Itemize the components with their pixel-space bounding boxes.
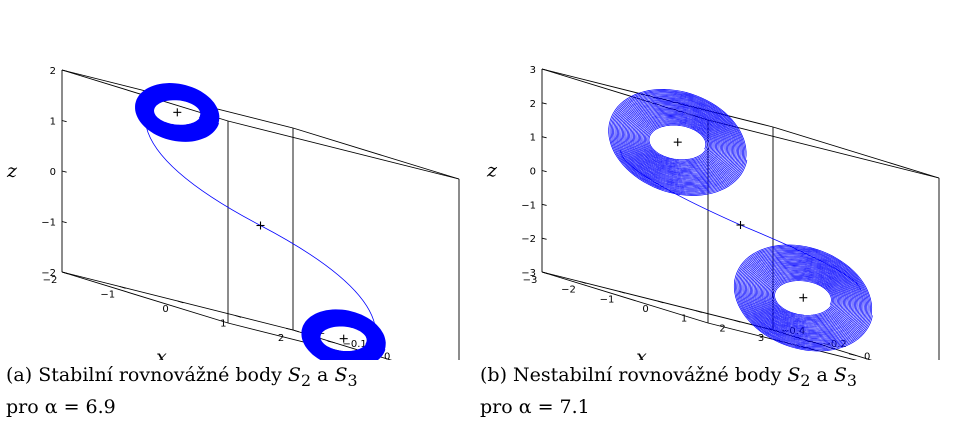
z-axis-label: z <box>486 160 498 182</box>
y-tick <box>848 353 857 356</box>
caption-a-text: (a) Stabilní rovnovážné body <box>6 364 288 386</box>
x-tick <box>119 286 126 289</box>
x-tick <box>235 315 242 318</box>
z-tick-label: 0 <box>50 167 56 178</box>
z-tick-label: 1 <box>530 133 536 144</box>
attractor-wing-2 <box>301 309 386 360</box>
z-tick <box>61 120 67 123</box>
x-tick-label: 1 <box>681 314 687 325</box>
y-tick-label: −0.1 <box>343 339 367 350</box>
equilibrium-marker <box>673 138 682 147</box>
caption-b-s2-sub: 2 <box>800 370 811 390</box>
z-tick-label: 2 <box>530 99 536 110</box>
box-edge <box>541 271 709 324</box>
z-tick <box>541 203 547 206</box>
x-tick <box>734 319 741 323</box>
z-tick-label: −2 <box>521 234 536 245</box>
z-tick <box>61 69 67 72</box>
z-tick <box>541 170 547 173</box>
x-tick <box>618 290 625 294</box>
x-tick-label: 3 <box>758 333 764 344</box>
caption-b-s3-sub: 3 <box>846 370 857 390</box>
z-tick-label: 1 <box>50 117 56 128</box>
caption-a-mid: a <box>311 364 335 386</box>
x-tick <box>580 281 587 284</box>
caption-a-line2: pro α = 6.9 <box>6 395 116 418</box>
z-tick <box>541 136 547 139</box>
box-edge <box>772 126 940 179</box>
equilibrium-marker <box>256 221 265 230</box>
attractor-wing-1 <box>608 89 748 196</box>
y-tick-label: 0 <box>384 352 390 361</box>
equilibrium-marker <box>799 293 808 302</box>
z-tick-label: −2 <box>41 268 56 279</box>
x-tick-label: −2 <box>561 285 576 296</box>
caption-a: (a) Stabilní rovnovážné body S2 a S3 pro… <box>6 362 476 421</box>
box-edge <box>227 120 460 180</box>
x-axis-label: x <box>636 346 647 360</box>
caption-b-s2: S <box>787 364 801 386</box>
attractor-wing-1 <box>135 83 220 142</box>
z-tick-label: −3 <box>521 268 536 279</box>
z-tick-label: 2 <box>50 66 56 77</box>
caption-b-mid: a <box>810 364 834 386</box>
z-tick <box>61 221 67 224</box>
box-edge <box>541 68 774 128</box>
z-tick <box>61 170 67 173</box>
z-tick-label: 0 <box>530 167 536 178</box>
attractor-wing-2 <box>733 244 873 352</box>
x-tick-label: 2 <box>719 323 725 334</box>
equilibrium-marker <box>173 108 182 117</box>
x-tick <box>177 300 184 304</box>
caption-a-s3-sub: 3 <box>347 370 358 390</box>
z-tick <box>541 102 547 105</box>
x-tick-label: −1 <box>100 290 115 301</box>
caption-b: (b) Nestabilní rovnovážné body S2 a S3 p… <box>480 362 950 421</box>
z-axis-label: z <box>6 160 18 182</box>
caption-b-line2: pro α = 7.1 <box>480 395 590 418</box>
y-tick <box>327 340 335 344</box>
caption-b-s3: S <box>833 364 847 386</box>
x-tick <box>657 300 664 304</box>
caption-a-s2: S <box>287 364 301 386</box>
z-tick <box>541 68 547 71</box>
z-tick <box>61 271 67 274</box>
x-tick-label: 2 <box>278 333 284 344</box>
x-axis-label: x <box>156 346 167 360</box>
z-tick <box>541 237 547 240</box>
z-tick-label: 3 <box>530 65 536 76</box>
x-tick-label: 0 <box>642 304 648 315</box>
x-tick <box>292 329 299 333</box>
x-tick-label: 0 <box>162 304 168 315</box>
equilibrium-marker <box>339 334 348 343</box>
caption-b-text: (b) Nestabilní rovnovážné body <box>480 364 788 386</box>
x-tick-label: −1 <box>600 294 615 305</box>
box-edge <box>707 322 858 360</box>
x-tick-label: 1 <box>220 319 226 330</box>
caption-a-s2-sub: 2 <box>300 370 312 390</box>
equilibrium-marker <box>736 221 745 229</box>
box-edge <box>61 271 229 324</box>
y-tick-label: 0 <box>864 352 870 361</box>
x-tick-label: −3 <box>523 275 538 286</box>
box-edge <box>292 127 460 180</box>
z-tick <box>541 271 547 274</box>
z-tick-label: −1 <box>521 200 536 211</box>
caption-a-s3: S <box>334 364 348 386</box>
box-edge <box>541 68 709 121</box>
z-tick-label: −1 <box>41 218 56 229</box>
y-tick <box>285 327 294 331</box>
x-tick-label: −2 <box>43 275 58 286</box>
x-tick <box>695 310 702 313</box>
box-edge <box>707 119 940 179</box>
